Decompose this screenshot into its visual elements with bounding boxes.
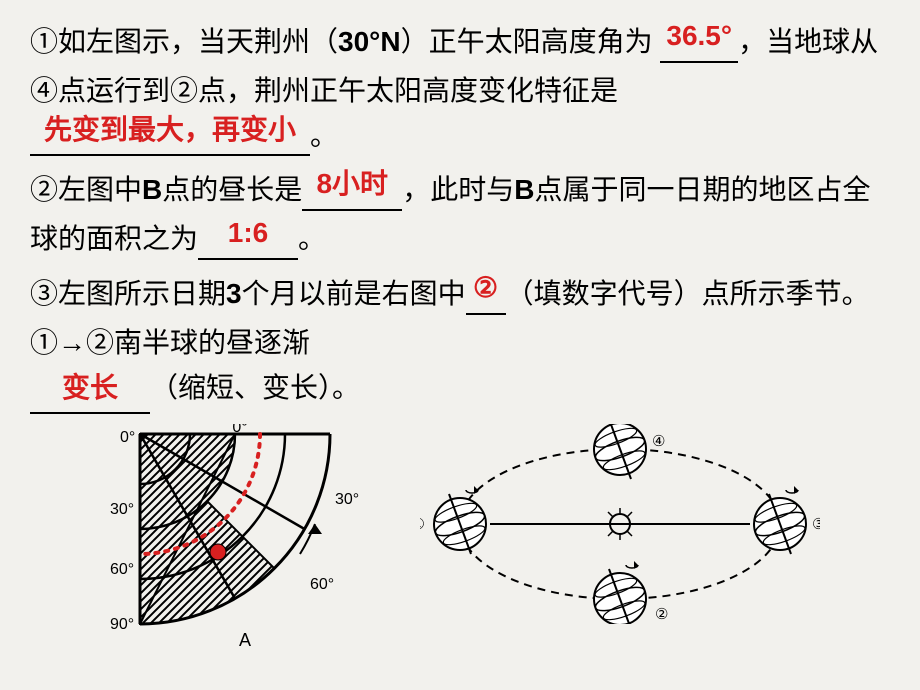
right-figure: ① ② ③ ④ xyxy=(420,424,820,624)
lbl-0-left: 0° xyxy=(120,429,135,446)
lbl-90-left: 90° xyxy=(110,616,134,633)
lbl-60-left: 60° xyxy=(110,561,134,578)
lbl-30-right: 30° xyxy=(335,491,359,508)
q3-seg1: ③左图所示日期 xyxy=(30,278,226,309)
q3-seg4: （缩短、变长）。 xyxy=(150,372,360,403)
q2-seg5: 。 xyxy=(298,223,326,254)
q3-seg2: 个月以前是右图中 xyxy=(242,278,466,309)
lbl-60-right: 60° xyxy=(310,576,334,593)
q2-seg1: ②左图中 xyxy=(30,174,142,205)
q2-ans1: 8小时 xyxy=(302,162,402,211)
q3-bold1: 3 xyxy=(226,278,242,309)
figures-row: 0° 0° 30° 30° 60° 60° 90° A xyxy=(30,424,890,654)
q1-ans1: 36.5° xyxy=(660,14,738,63)
q2-bold2: B xyxy=(514,174,534,205)
q3-ans1: ② xyxy=(466,266,506,315)
left-figure: 0° 0° 30° 30° 60° 60° 90° A xyxy=(100,424,380,654)
lbl-0-top: 0° xyxy=(232,424,247,436)
orbit-lbl-2: ② xyxy=(655,606,668,623)
q1-loc: 30°N xyxy=(338,26,401,57)
q2-seg3: ，此时与 xyxy=(402,174,514,205)
lbl-A: A xyxy=(239,630,251,650)
q1-seg1: ①如左图示，当天荆州（ xyxy=(30,26,338,57)
question-3: ③左图所示日期3个月以前是右图中②（填数字代号）点所示季节。①→②南半球的昼逐渐… xyxy=(30,272,890,414)
q2-ans2: 1:6 xyxy=(198,211,298,260)
q1-seg4: 。 xyxy=(310,120,338,151)
question-2: ②左图中B点的昼长是8小时，此时与B点属于同一日期的地区占全球的面积之为1:6。 xyxy=(30,168,890,266)
question-1: ①如左图示，当天荆州（30°N）正午太阳高度角为 36.5°，当地球从④点运行到… xyxy=(30,20,890,162)
q3-ans2: 变长 xyxy=(30,366,150,415)
left-figure-svg: 0° 0° 30° 30° 60° 60° 90° A xyxy=(100,424,380,654)
orbit-lbl-4: ④ xyxy=(652,433,665,450)
orbit-lbl-3: ③ xyxy=(812,516,820,533)
orbit-lbl-1: ① xyxy=(420,516,425,533)
q1-ans2: 先变到最大，再变小 xyxy=(30,108,310,157)
q2-bold1: B xyxy=(142,174,162,205)
q2-seg2: 点的昼长是 xyxy=(162,174,302,205)
q1-seg2: ）正午太阳高度角为 xyxy=(401,26,653,57)
lbl-30-left: 30° xyxy=(110,501,134,518)
right-figure-svg: ① ② ③ ④ xyxy=(420,424,820,624)
